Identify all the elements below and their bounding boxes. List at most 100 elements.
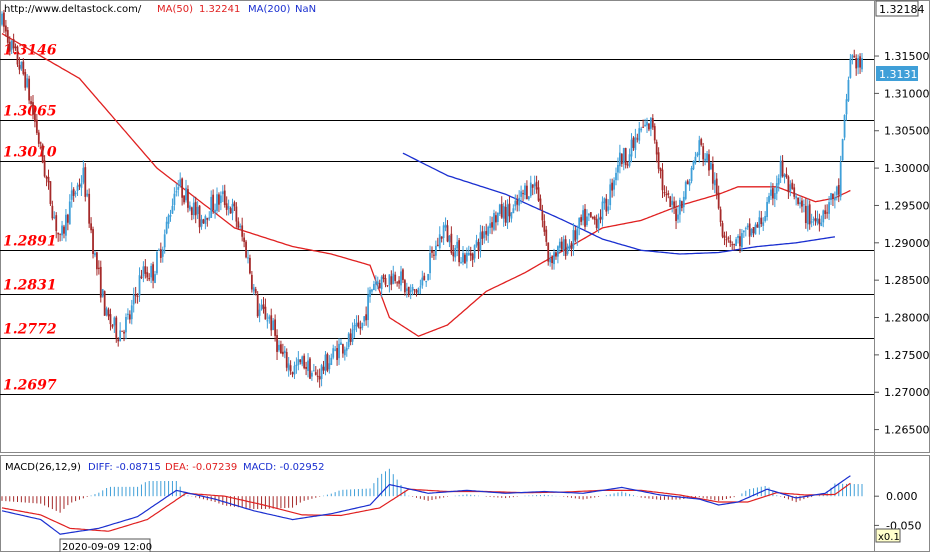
candle-body [617, 164, 619, 173]
candle-body [737, 236, 739, 238]
candle-body [562, 239, 565, 251]
candle-body [328, 363, 331, 370]
macd-lines [1, 475, 851, 535]
candle-body [742, 230, 745, 233]
candle-body [320, 365, 323, 379]
candle-body [144, 266, 147, 274]
candle-body [613, 180, 615, 190]
candle-body [655, 141, 658, 155]
candle-body [400, 271, 402, 286]
candle-body [150, 265, 153, 278]
candle-body [694, 156, 697, 164]
candle-body [154, 274, 156, 283]
candle-body [61, 225, 63, 236]
candle-body [516, 200, 519, 205]
candle-body [332, 348, 335, 358]
candle-body [653, 126, 656, 141]
candle-body [605, 198, 608, 212]
candle-body [190, 207, 193, 215]
candle-body [285, 352, 288, 368]
candle-body [82, 167, 85, 183]
candle-body [818, 218, 821, 225]
candle-body [198, 205, 201, 228]
candle-body [764, 216, 767, 222]
candle-body [378, 282, 381, 289]
candle-body [392, 273, 395, 284]
candle-body [680, 201, 683, 209]
level-label: 1.3010 [3, 145, 57, 161]
candle-body [142, 266, 145, 277]
source-url[interactable]: http://www.deltastock.com/ [4, 4, 142, 15]
candle-body [820, 222, 823, 227]
candle-body [283, 350, 286, 354]
candle-body [729, 240, 732, 243]
zoom-label[interactable]: x0.1 [878, 532, 900, 543]
candle-body [225, 203, 228, 211]
candle-body [570, 243, 573, 250]
candle-body [237, 221, 240, 228]
candle-body [773, 193, 776, 199]
candle-body [208, 217, 211, 219]
candle-body [787, 176, 790, 192]
candle-body [268, 316, 271, 320]
candle-body [770, 189, 772, 196]
macd-value-label: MACD: -0.02952 [243, 462, 324, 473]
candle-body [551, 257, 553, 264]
candle-body [274, 319, 277, 336]
price-panel-border [0, 0, 930, 453]
candle-body [229, 208, 232, 214]
candle-body [713, 180, 716, 186]
candle-body [746, 225, 749, 228]
candle-body [487, 226, 490, 236]
candle-body [55, 215, 58, 231]
candle-body [630, 139, 633, 157]
candle-body [266, 320, 269, 322]
candle-body [99, 266, 102, 298]
candle-body [311, 372, 313, 377]
candle-body [307, 360, 309, 372]
candle-body [597, 218, 600, 229]
candle-body [427, 273, 430, 281]
zoom-box[interactable] [875, 528, 901, 543]
candle-body [49, 181, 52, 204]
candle-body [851, 55, 854, 59]
candle-body [8, 41, 11, 52]
candle-body [34, 113, 36, 122]
candle-body [624, 148, 627, 165]
candle-body [444, 224, 447, 228]
candle-body [233, 202, 236, 207]
price-tick-label: 1.31000 [884, 87, 930, 100]
candle-body [677, 214, 679, 220]
current-price-box [876, 66, 918, 81]
ma50-line [1, 33, 851, 337]
candle-body [338, 343, 340, 359]
candle-body [163, 234, 166, 248]
candle-body [438, 234, 441, 249]
high-price-label: 1.32184 [879, 3, 925, 16]
candle-body [607, 206, 610, 211]
candle-body [628, 154, 631, 166]
candle-body [159, 249, 162, 258]
candle-body [710, 162, 712, 170]
candle-body [601, 201, 604, 220]
level-label: 1.2831 [3, 278, 57, 294]
candle-body [822, 210, 825, 223]
candle-body [671, 200, 674, 205]
candle-body [369, 289, 371, 298]
price-tick-label: 1.30500 [884, 125, 930, 138]
candle-body [514, 200, 517, 207]
support-resistance-levels: 1.3146 1.3065 1.3010 1.2891 1.2831 1.2772 1.26… [0, 43, 874, 395]
candle-body [589, 212, 592, 217]
candle-body [574, 230, 577, 241]
candle-body [495, 215, 497, 223]
candle-body [175, 191, 178, 193]
candle-body [219, 195, 222, 204]
candle-body [760, 217, 763, 225]
candle-body [675, 208, 677, 221]
candle-body [591, 216, 594, 219]
candle-body [702, 146, 705, 160]
candle-body [489, 223, 492, 229]
candle-body [586, 216, 588, 225]
candle-body [371, 289, 373, 292]
